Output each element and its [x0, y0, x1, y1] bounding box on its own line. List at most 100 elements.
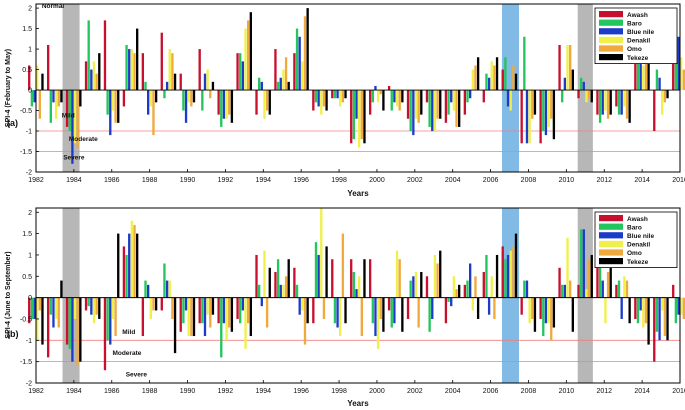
- x-tick-label: 1988: [142, 388, 158, 395]
- chart-panel-2: -2 -1.5 -1 -0.5 0 0.5 1 1.5 2 1982 1984 1986 1988 199…: [5, 207, 685, 408]
- bar-awash-1986: [103, 297, 107, 371]
- bar-baro-2015: [655, 297, 659, 332]
- bar-tekeze-2004: [458, 284, 461, 298]
- bar-blue-nile-1988: [147, 90, 150, 115]
- bar-omo-2003: [436, 90, 439, 119]
- bar-baro-1987: [125, 254, 128, 298]
- bar-omo-2004: [455, 289, 458, 298]
- bar-baro-1989: [163, 90, 166, 99]
- bar-awash-1982: [28, 297, 31, 324]
- y-tick-label: 1: [28, 252, 32, 259]
- bar-omo-2013: [625, 280, 629, 298]
- bar-baro-2004: [447, 90, 450, 115]
- bar-baro-1994: [257, 284, 261, 298]
- bar-tekeze-2013: [628, 297, 631, 324]
- legend-entry: Tekeze: [627, 259, 649, 266]
- x-tick-label: 2002: [407, 177, 423, 184]
- bar-tekeze-2010: [571, 297, 574, 332]
- bar-denakil-1992: [225, 297, 228, 341]
- bar-awash-1984: [65, 297, 69, 345]
- bar-denakil-2011: [585, 289, 588, 298]
- bar-awash-2009: [539, 297, 542, 319]
- bar-awash-1991: [198, 49, 201, 91]
- bar-awash-1987: [122, 90, 126, 107]
- bar-tekeze-1999: [363, 259, 366, 298]
- bar-awash-1997: [312, 297, 315, 324]
- bar-baro-2014: [636, 297, 640, 324]
- x-tick-label: 1994: [256, 388, 272, 395]
- legend-entry: Omo: [627, 250, 642, 257]
- bar-denakil-2000: [376, 297, 380, 349]
- legend-swatch: [599, 36, 623, 43]
- y-axis-title: SPI-4 (February to May): [5, 49, 12, 127]
- bar-denakil-1999: [358, 276, 361, 298]
- bar-blue-nile-1983: [52, 90, 55, 103]
- bar-awash-2010: [558, 267, 561, 298]
- bar-denakil-1986: [111, 90, 115, 111]
- bar-awash-1997: [312, 90, 315, 111]
- bar-tekeze-2011: [590, 254, 593, 298]
- bar-denakil-1990: [187, 90, 190, 103]
- bar-baro-1997: [314, 90, 318, 103]
- bar-tekeze-2012: [609, 90, 612, 115]
- bar-denakil-2003: [433, 254, 437, 298]
- bar-omo-2007: [512, 246, 515, 298]
- bar-tekeze-1992: [230, 90, 234, 123]
- x-tick-label: 1986: [104, 177, 120, 184]
- bar-awash-1983: [46, 297, 50, 358]
- x-tick-label: 1998: [331, 177, 347, 184]
- bar-blue-nile-1998: [336, 297, 339, 328]
- bar-tekeze-2008: [533, 90, 537, 115]
- bar-baro-1988: [144, 280, 147, 298]
- bar-awash-1994: [255, 90, 258, 115]
- shaded-period-2: [501, 4, 519, 172]
- bar-omo-2001: [398, 90, 401, 111]
- bar-denakil-1987: [130, 49, 134, 91]
- bar-blue-nile-2005: [469, 263, 472, 298]
- bar-awash-1982: [28, 65, 31, 91]
- bar-blue-nile-2011: [582, 229, 585, 298]
- bar-awash-1990: [179, 297, 182, 332]
- bar-omo-2005: [474, 65, 477, 91]
- bar-baro-2012: [598, 90, 602, 123]
- bar-blue-nile-1990: [184, 90, 188, 123]
- bar-baro-2004: [447, 297, 450, 302]
- x-tick-label: 2012: [596, 388, 612, 395]
- bar-denakil-2015: [661, 90, 664, 115]
- bar-tekeze-1997: [325, 246, 328, 298]
- bar-blue-nile-2012: [601, 90, 604, 115]
- bar-blue-nile-1999: [355, 90, 358, 119]
- y-tick-label: -0.5: [20, 108, 32, 115]
- bar-omo-2008: [531, 90, 534, 119]
- x-tick-label: 2010: [559, 388, 575, 395]
- x-tick-label: 2008: [521, 388, 537, 395]
- x-tick-label: 1992: [218, 177, 234, 184]
- bar-blue-nile-1997: [317, 254, 320, 298]
- bar-tekeze-1992: [230, 297, 234, 332]
- bar-blue-nile-2016: [677, 36, 680, 91]
- bar-tekeze-1986: [117, 233, 120, 298]
- x-tick-label: 1998: [331, 388, 347, 395]
- bar-blue-nile-2016: [677, 297, 680, 315]
- bar-denakil-2016: [680, 57, 683, 91]
- x-axis-title: Years: [347, 189, 369, 198]
- bar-tekeze-2009: [552, 297, 556, 328]
- bar-awash-2008: [520, 297, 523, 315]
- x-tick-label: 2016: [672, 177, 685, 184]
- bar-baro-1986: [106, 90, 109, 115]
- bar-tekeze-2008: [533, 297, 537, 332]
- bar-awash-2012: [596, 90, 599, 115]
- bar-baro-2007: [504, 259, 507, 298]
- bar-baro-2013: [617, 280, 621, 298]
- bar-awash-2006: [482, 90, 485, 103]
- bar-tekeze-2006: [495, 254, 499, 298]
- legend-swatch: [599, 11, 623, 18]
- bar-blue-nile-1983: [52, 297, 55, 328]
- bar-awash-1984: [65, 90, 69, 127]
- bar-baro-1995: [276, 259, 280, 298]
- bar-omo-1983: [57, 297, 60, 328]
- bar-omo-1996: [303, 297, 307, 345]
- legend-swatch: [599, 54, 623, 61]
- bar-omo-1985: [95, 73, 98, 91]
- bar-tekeze-1983: [60, 280, 63, 298]
